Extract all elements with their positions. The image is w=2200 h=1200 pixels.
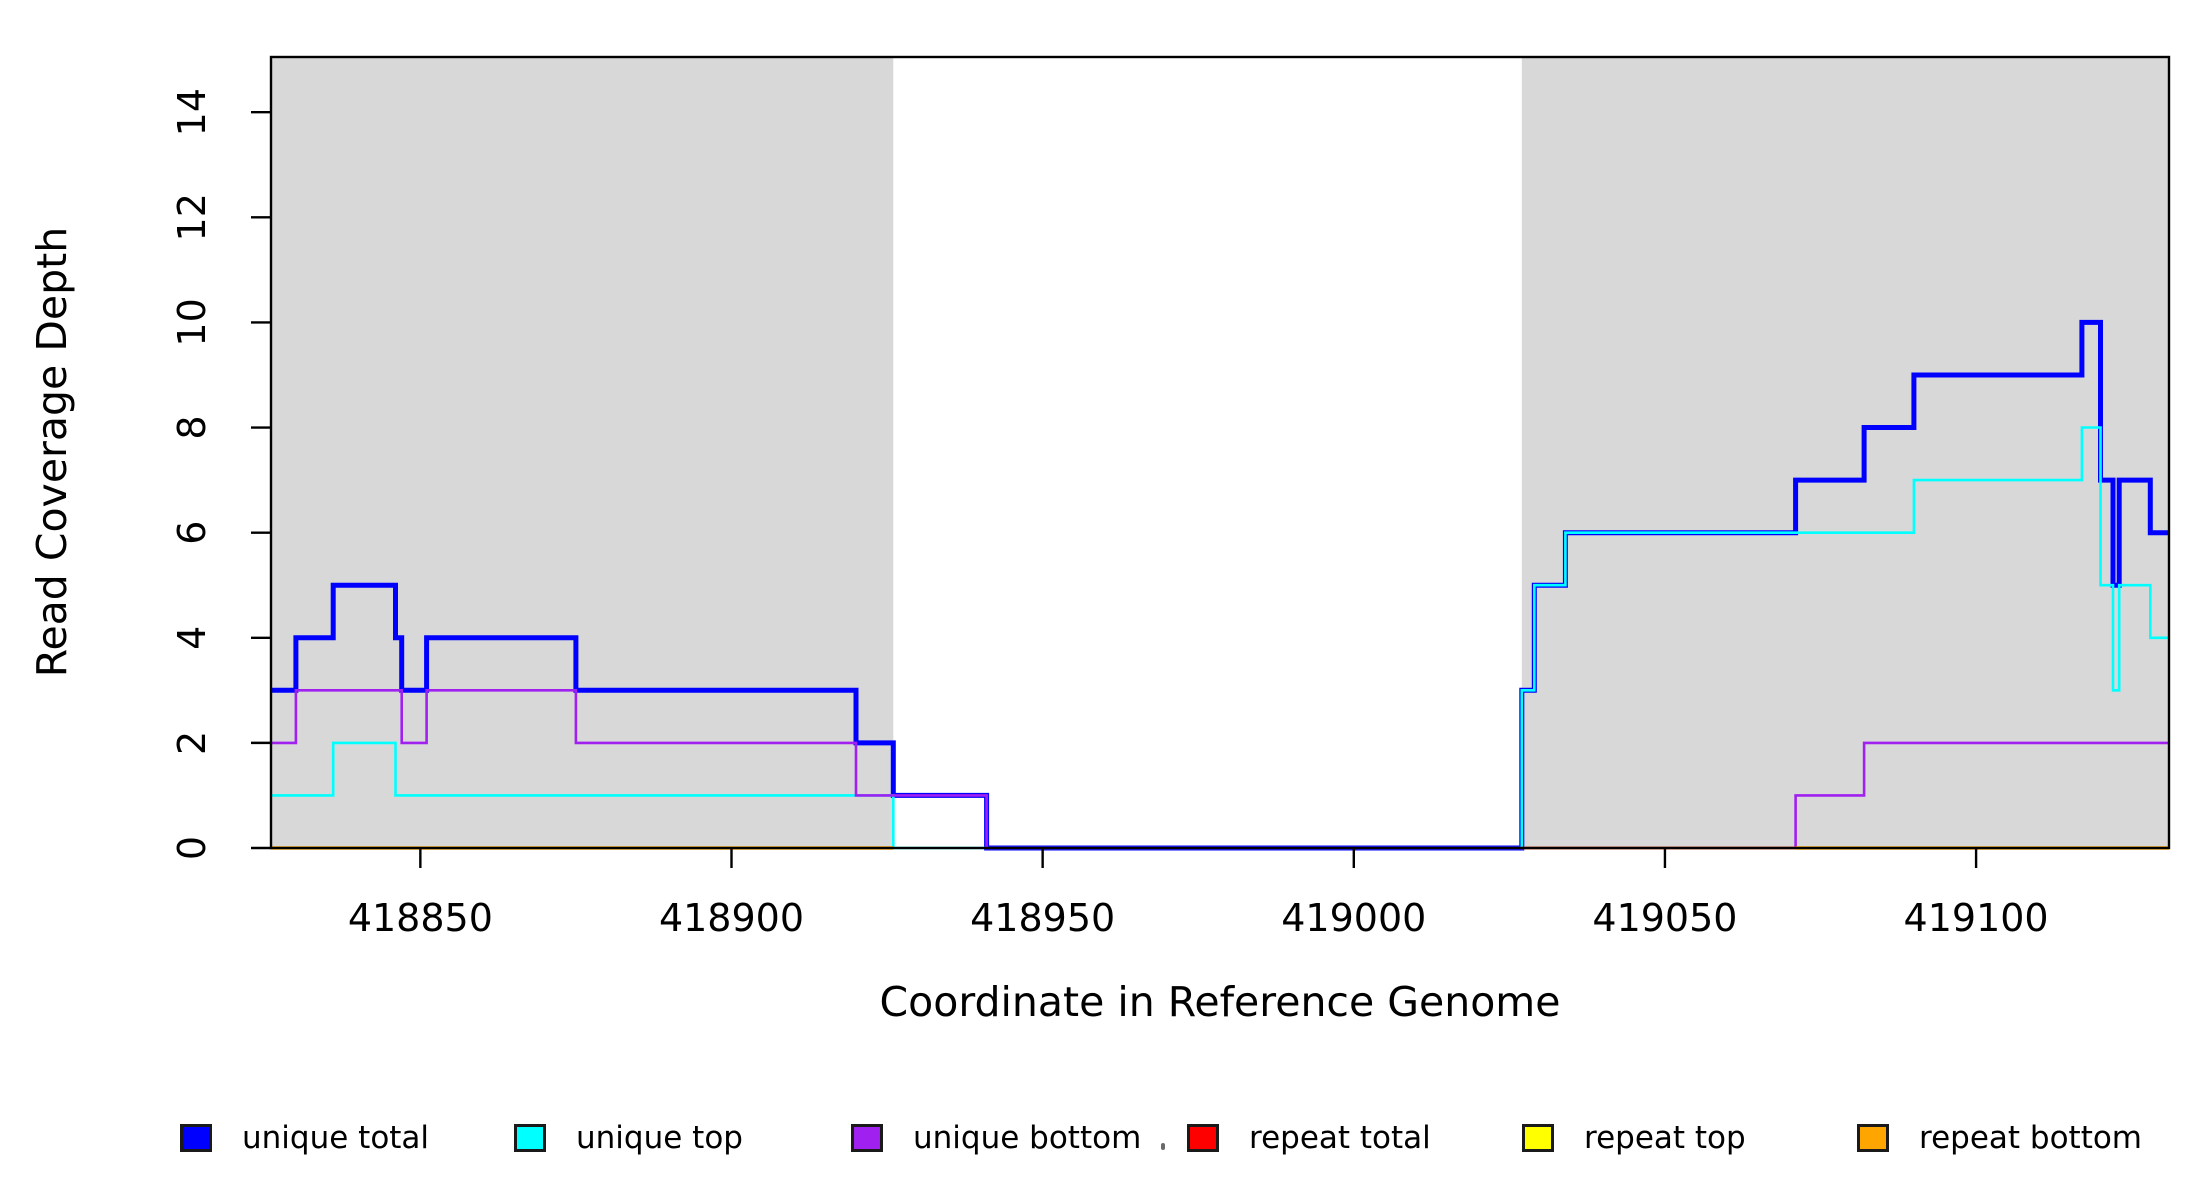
legend-label: repeat total xyxy=(1249,1120,1431,1156)
y-tick-label: 10 xyxy=(170,298,214,346)
x-tick-label: 418950 xyxy=(970,896,1115,940)
legend-item-unique-total: unique total xyxy=(180,1118,429,1158)
legend-label: unique bottom xyxy=(913,1120,1142,1156)
axes: 418850 418900 418950 419000 419050 419100 0 2 4 6… xyxy=(170,55,2171,940)
x-axis-title: Coordinate in Reference Genome xyxy=(880,978,1561,1026)
legend-label: repeat bottom xyxy=(1919,1120,2143,1156)
y-axis-title: Read Coverage Depth xyxy=(28,227,76,677)
legend-item-repeat-bottom: repeat bottom xyxy=(1857,1118,2142,1158)
legend-swatch-icon xyxy=(851,1124,883,1152)
series-line-unique-top xyxy=(271,426,2169,850)
y-tick-label: 14 xyxy=(170,88,214,136)
y-tick-label: 8 xyxy=(170,415,214,439)
legend-label: unique top xyxy=(576,1120,743,1156)
x-tick-label: 418850 xyxy=(348,896,493,940)
y-tick-label: 4 xyxy=(170,626,214,650)
y-tick-label: 12 xyxy=(170,193,214,241)
y-tick-label: 0 xyxy=(170,836,214,860)
legend-item-repeat-top: repeat top xyxy=(1522,1118,1746,1158)
legend-swatch-icon xyxy=(514,1124,546,1152)
series-line-unique-bottom xyxy=(271,689,2169,850)
legend: unique total unique top unique bottom repea… xyxy=(0,1118,2200,1162)
x-tick-label: 419050 xyxy=(1592,896,1737,940)
legend-swatch-icon xyxy=(1857,1124,1889,1152)
legend-label: repeat top xyxy=(1584,1120,1746,1156)
legend-label: unique total xyxy=(242,1120,430,1156)
y-tick-label: 2 xyxy=(170,731,214,755)
legend-swatch-icon xyxy=(180,1124,212,1152)
y-tick-label: 6 xyxy=(170,521,214,545)
x-tick-label: 419100 xyxy=(1904,896,2049,940)
coverage-plot-canvas: 418850 418900 418950 419000 419050 419100 0 2 4 6… xyxy=(28,55,2171,1026)
plot-box xyxy=(269,55,2171,850)
legend-item-unique-bottom: unique bottom xyxy=(851,1118,1141,1158)
legend-item-repeat-total: repeat total xyxy=(1187,1118,1431,1158)
repeat-region-right xyxy=(1521,57,2169,848)
legend-swatch-icon xyxy=(1187,1124,1219,1152)
legend-swatch-icon xyxy=(1522,1124,1554,1152)
legend-item-unique-top: unique top xyxy=(514,1118,743,1158)
x-tick-label: 419000 xyxy=(1281,896,1426,940)
repeat-region-left xyxy=(271,57,894,848)
repeat-shaded-regions xyxy=(271,57,2169,848)
x-tick-label: 418900 xyxy=(659,896,804,940)
stray-mark xyxy=(1161,1143,1165,1150)
